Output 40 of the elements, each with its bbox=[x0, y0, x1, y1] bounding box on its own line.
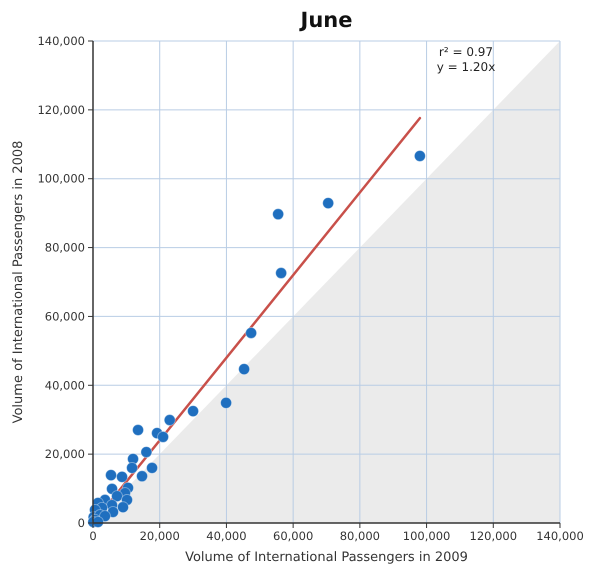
point bbox=[414, 150, 426, 162]
point bbox=[157, 431, 169, 443]
point bbox=[105, 469, 117, 482]
point bbox=[238, 363, 250, 376]
annotation: y = 1.20x bbox=[436, 60, 496, 74]
point bbox=[136, 470, 148, 482]
point bbox=[117, 501, 129, 514]
x-tick-label: 60,000 bbox=[273, 529, 314, 543]
y-tick-label: 120,000 bbox=[37, 102, 85, 117]
chart-title: June bbox=[298, 8, 352, 32]
x-tick-label: 80,000 bbox=[340, 529, 380, 543]
point bbox=[322, 197, 334, 210]
point bbox=[187, 405, 199, 418]
y-axis-title: Volume of International Passengers in 2008 bbox=[11, 140, 26, 424]
point bbox=[272, 208, 284, 220]
x-axis-title: Volume of International Passengers in 2009 bbox=[185, 550, 468, 565]
y-tick-label: 20,000 bbox=[44, 447, 85, 462]
x-tick-label: 0 bbox=[89, 529, 97, 543]
point bbox=[146, 462, 158, 474]
point bbox=[126, 462, 138, 474]
x-tick-label: 20,000 bbox=[140, 529, 180, 543]
y-tick-label: 0 bbox=[78, 516, 85, 530]
point bbox=[220, 396, 232, 409]
point bbox=[164, 414, 176, 426]
point bbox=[116, 470, 128, 483]
y-tick-label: 60,000 bbox=[44, 309, 85, 324]
y-tick-label: 40,000 bbox=[44, 378, 85, 392]
point bbox=[245, 327, 258, 339]
x-tick-label: 140,000 bbox=[536, 529, 584, 543]
x-tick-label: 40,000 bbox=[206, 529, 247, 543]
point bbox=[140, 446, 152, 458]
y-tick-label: 100,000 bbox=[37, 172, 85, 186]
annotation: r² = 0.97 bbox=[438, 45, 494, 59]
x-tick-label: 100,000 bbox=[402, 529, 450, 543]
point bbox=[275, 267, 288, 279]
y-tick-label: 80,000 bbox=[44, 240, 85, 255]
y-tick-label: 140,000 bbox=[37, 34, 85, 48]
point bbox=[111, 490, 123, 502]
point bbox=[132, 424, 144, 436]
x-tick-label: 120,000 bbox=[470, 529, 518, 543]
